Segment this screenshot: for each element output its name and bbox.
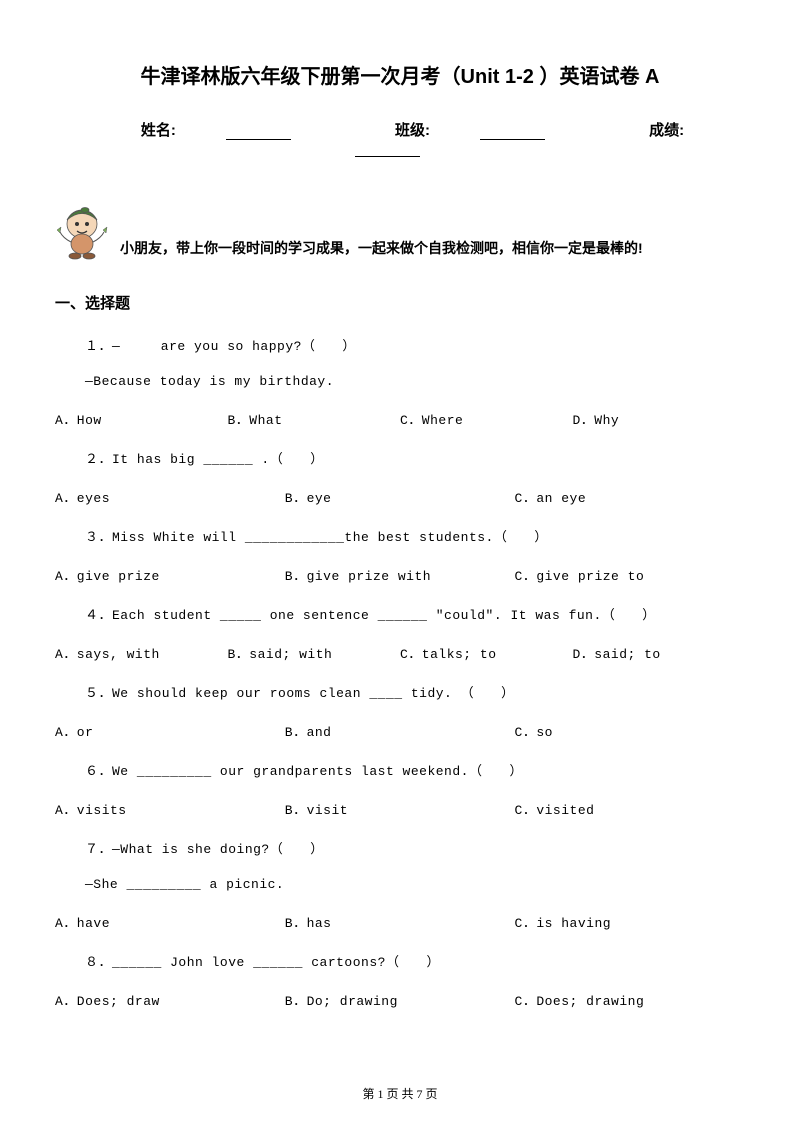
options-row: A．Does; drawB．Do; drawingC．Does; drawing — [55, 990, 745, 1009]
option: A．have — [55, 912, 285, 931]
option: B．What — [228, 409, 401, 428]
option: C．talks; to — [400, 643, 573, 662]
option: C．is having — [515, 912, 745, 931]
option: C．Where — [400, 409, 573, 428]
option: B．and — [285, 721, 515, 740]
question-text: ８．______ John love ______ cartoons?（ ） — [85, 951, 745, 970]
option: A．eyes — [55, 487, 285, 506]
option: C．give prize to — [515, 565, 745, 584]
options-row: A．visitsB．visitC．visited — [55, 799, 745, 818]
student-info-row: 姓名: 班级: 成绩: — [55, 119, 745, 157]
options-row: A．says, withB．said; withC．talks; toD．sai… — [55, 643, 745, 662]
option: A．or — [55, 721, 285, 740]
option: A．Does; draw — [55, 990, 285, 1009]
option: B．visit — [285, 799, 515, 818]
questions-container: １．— are you so happy?（ ） —Because today i… — [55, 335, 745, 1009]
question-subtext: —Because today is my birthday. — [85, 374, 745, 389]
option: D．Why — [573, 409, 746, 428]
question-text: ６．We _________ our grandparents last wee… — [85, 760, 745, 779]
question-text: ２．It has big ______ .（ ） — [85, 448, 745, 467]
options-row: A．orB．andC．so — [55, 721, 745, 740]
question-text: １．— are you so happy?（ ） — [85, 335, 745, 354]
encouragement-row: 小朋友，带上你一段时间的学习成果，一起来做个自我检测吧，相信你一定是最棒的! — [55, 202, 745, 262]
option: B．has — [285, 912, 515, 931]
question-text: ５．We should keep our rooms clean ____ ti… — [85, 682, 745, 701]
question-text: ３．Miss White will ____________the best s… — [85, 526, 745, 545]
options-row: A．eyesB．eyeC．an eye — [55, 487, 745, 506]
class-field: 班级: — [370, 122, 570, 139]
option: C．Does; drawing — [515, 990, 745, 1009]
option: C．so — [515, 721, 745, 740]
option: D．said; to — [573, 643, 746, 662]
option: A．give prize — [55, 565, 285, 584]
options-row: A．HowB．WhatC．WhereD．Why — [55, 409, 745, 428]
section-header: 一、选择题 — [55, 292, 745, 313]
option: A．says, with — [55, 643, 228, 662]
option: B．give prize with — [285, 565, 515, 584]
page-footer: 第 1 页 共 7 页 — [0, 1085, 800, 1102]
option: B．eye — [285, 487, 515, 506]
question-subtext: —She _________ a picnic. — [85, 877, 745, 892]
option: B．Do; drawing — [285, 990, 515, 1009]
name-field: 姓名: — [116, 122, 316, 139]
option: A．visits — [55, 799, 285, 818]
option: A．How — [55, 409, 228, 428]
option: C．visited — [515, 799, 745, 818]
question-text: ４．Each student _____ one sentence ______… — [85, 604, 745, 623]
mascot-icon — [55, 202, 110, 262]
option: C．an eye — [515, 487, 745, 506]
option: B．said; with — [228, 643, 401, 662]
encouragement-text: 小朋友，带上你一段时间的学习成果，一起来做个自我检测吧，相信你一定是最棒的! — [120, 239, 643, 262]
page-title: 牛津译林版六年级下册第一次月考（Unit 1-2 ）英语试卷 A — [55, 60, 745, 89]
options-row: A．give prizeB．give prize withC．give priz… — [55, 565, 745, 584]
question-text: ７．—What is she doing?（ ） — [85, 838, 745, 857]
options-row: A．haveB．hasC．is having — [55, 912, 745, 931]
